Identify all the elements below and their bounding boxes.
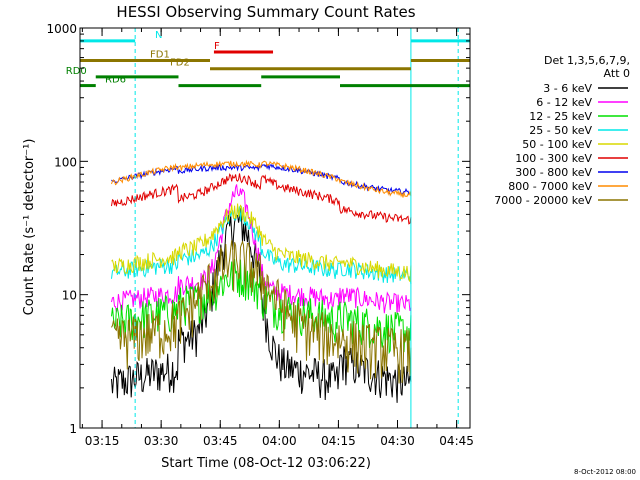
legend-label: 6 - 12 keV bbox=[536, 96, 592, 109]
series-800-7000-kev bbox=[111, 159, 412, 198]
series-line bbox=[111, 203, 412, 282]
series-line bbox=[111, 240, 412, 384]
footer-stamp: 8-Oct-2012 08:00 bbox=[574, 468, 636, 476]
legend-label: 100 - 300 keV bbox=[515, 152, 592, 165]
legend-entry: 50 - 100 keV bbox=[522, 138, 628, 151]
x-tick-label: 04:30 bbox=[380, 434, 415, 448]
y-tick-label: 1 bbox=[69, 422, 77, 436]
x-tick-label: 04:15 bbox=[321, 434, 356, 448]
state-label-rd6: RD6 bbox=[105, 75, 126, 86]
series-line bbox=[111, 173, 412, 225]
state-label-rd0: RD0 bbox=[66, 66, 87, 77]
y-tick-label: 100 bbox=[54, 155, 77, 169]
state-label-fd1: FD1 bbox=[150, 50, 170, 61]
legend-entry: 100 - 300 keV bbox=[515, 152, 628, 165]
data-layer bbox=[111, 159, 412, 403]
series-100-300-kev bbox=[111, 173, 412, 225]
state-label-fd2: FD2 bbox=[170, 58, 190, 69]
series-line bbox=[111, 206, 412, 285]
legend-entry: 7000 - 20000 keV bbox=[494, 194, 628, 207]
legend-label: 300 - 800 keV bbox=[515, 166, 592, 179]
legend-entry: 800 - 7000 keV bbox=[508, 180, 628, 193]
legend-label: 800 - 7000 keV bbox=[508, 180, 592, 193]
legend-label: 3 - 6 keV bbox=[543, 82, 592, 95]
plot-frame bbox=[79, 27, 471, 429]
x-tick-label: 04:00 bbox=[262, 434, 297, 448]
x-tick-label: 03:30 bbox=[144, 434, 179, 448]
legend-entry: 3 - 6 keV bbox=[543, 82, 628, 95]
series-50-100-kev bbox=[111, 203, 412, 282]
y-tick-label: 10 bbox=[62, 289, 77, 303]
legend-label: 25 - 50 keV bbox=[529, 124, 592, 137]
x-axis-label: Start Time (08-Oct-12 03:06:22) bbox=[161, 456, 371, 471]
legend-label: 7000 - 20000 keV bbox=[494, 194, 592, 207]
legend-header-line2: Att 0 bbox=[604, 67, 630, 80]
x-tick-label: 03:15 bbox=[85, 434, 120, 448]
series-7000-20000-kev bbox=[111, 240, 412, 384]
state-label-f: F bbox=[214, 41, 220, 52]
legend-entry: 12 - 25 keV bbox=[529, 110, 628, 123]
legend-entry: 300 - 800 keV bbox=[515, 166, 628, 179]
legend-label: 50 - 100 keV bbox=[522, 138, 592, 151]
x-tick-label: 03:45 bbox=[203, 434, 238, 448]
axes: 03:15 03:30 03:45 04:00 04:15 04:30 04:45 1 10 10… bbox=[46, 22, 473, 448]
series-line bbox=[111, 184, 412, 315]
legend-header-line1: Det 1,3,5,6,7,9, bbox=[544, 54, 630, 67]
y-tick-label: 1000 bbox=[46, 22, 77, 36]
legend-entry: 6 - 12 keV bbox=[536, 96, 628, 109]
legend-entry: 25 - 50 keV bbox=[529, 124, 628, 137]
legend-label: 12 - 25 keV bbox=[529, 110, 592, 123]
state-label-n: N bbox=[155, 30, 162, 41]
y-axis-label: Count Rate (s⁻¹ detector⁻¹) bbox=[22, 139, 37, 316]
x-tick-label: 04:45 bbox=[439, 434, 474, 448]
series-6-12-kev bbox=[111, 184, 412, 315]
series-25-50-kev bbox=[111, 206, 412, 285]
chart-title: HESSI Observing Summary Count Rates bbox=[116, 3, 415, 21]
series-line bbox=[111, 159, 412, 198]
